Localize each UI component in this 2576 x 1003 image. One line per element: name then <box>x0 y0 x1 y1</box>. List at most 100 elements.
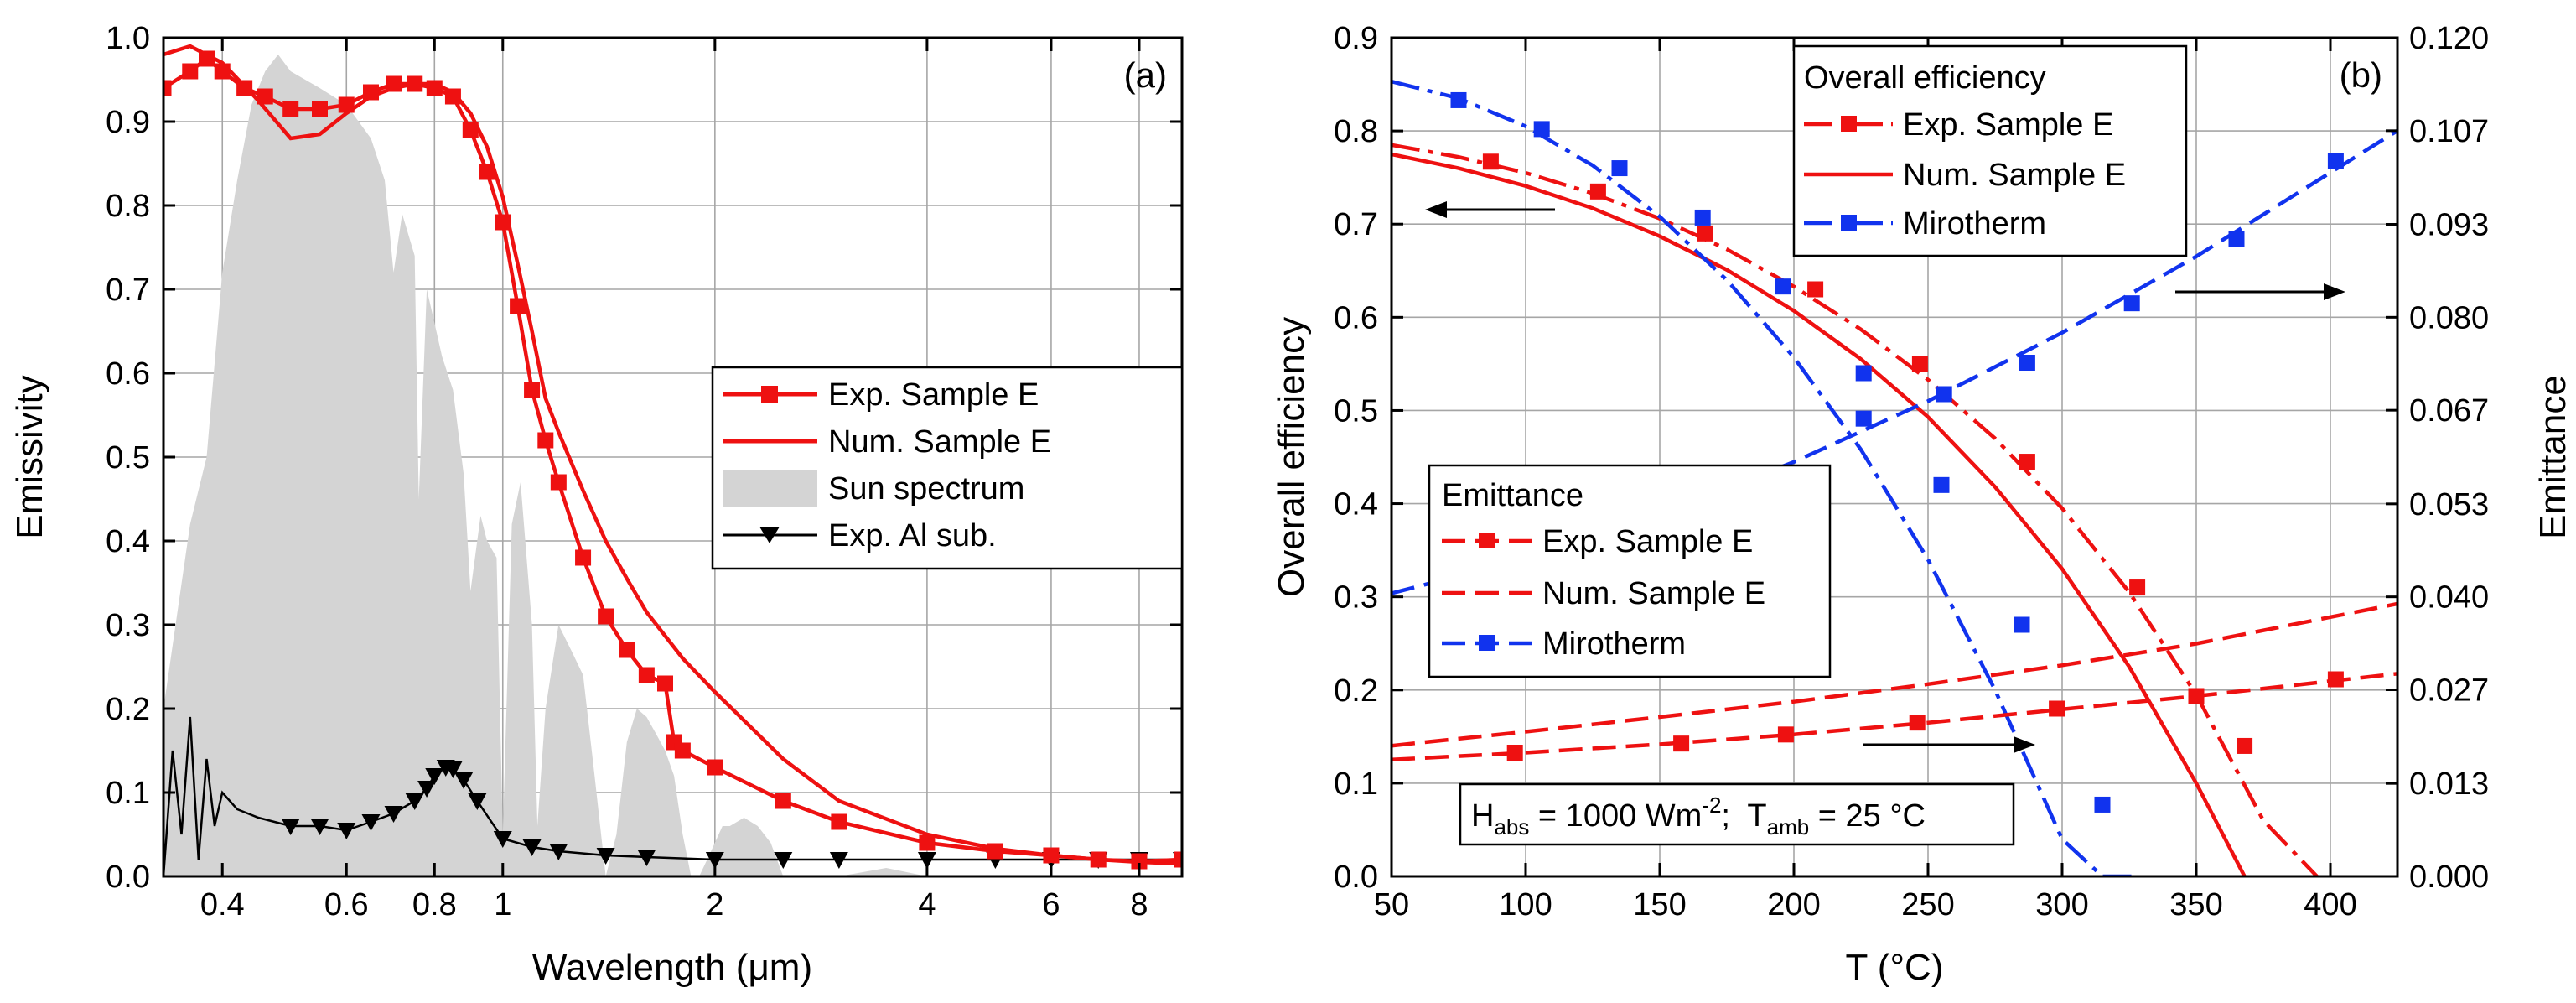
data-point-marker <box>282 101 299 117</box>
data-point-marker <box>443 761 463 778</box>
data-point-marker <box>1174 851 1182 868</box>
x-tick-label: 0.8 <box>412 887 457 922</box>
panel-b-ticks: 0.0 0.1 0.2 0.3 0.4 0.5 0.6 0.7 0.8 0.9 0.000 0.013… <box>1334 21 2489 922</box>
data-point-marker <box>2228 231 2245 247</box>
y-right-tick-label: 0.040 <box>2409 580 2489 616</box>
y-right-tick-label: 0.093 <box>2409 208 2489 243</box>
data-point-marker <box>362 84 379 101</box>
data-point-marker <box>386 75 402 92</box>
data-point-marker <box>1807 281 1824 298</box>
panel-b-label: (b) <box>2340 55 2382 95</box>
panel-b-plot-area <box>1392 80 2397 876</box>
panel-a-plot-area <box>163 44 1182 876</box>
legend-entry-mirotherm: Mirotherm <box>1442 626 1686 662</box>
legend-entry-exp-sample-e: Exp. Sample E <box>1442 524 1753 559</box>
data-point-marker <box>338 96 355 113</box>
y-tick-label: 0.7 <box>106 273 150 308</box>
panel-b-legend-emittance: Emittance Exp. Sample E Num. Sample E Mi… <box>1428 464 1832 678</box>
series-num-sample-e <box>163 44 1182 866</box>
x-tick-label: 0.6 <box>324 887 369 922</box>
data-point-marker <box>522 839 542 856</box>
data-point-marker <box>1482 153 1499 170</box>
panel-b-efficiency-chart: 0.0 0.1 0.2 0.3 0.4 0.5 0.6 0.7 0.8 0.9 0.000 0.013… <box>1271 21 2573 988</box>
data-point-marker <box>1775 278 1791 295</box>
y-tick-label: 0.7 <box>1334 207 1378 242</box>
data-point-marker <box>524 382 541 398</box>
x-tick-label: 300 <box>2035 887 2088 922</box>
y-tick-label: 0.0 <box>1334 860 1378 895</box>
data-point-marker <box>1911 356 1928 372</box>
panel-a-x-axis-title: Wavelength (μm) <box>532 947 812 988</box>
data-point-marker <box>1855 365 1872 382</box>
legend-label: Mirotherm <box>1542 626 1686 662</box>
data-point-marker <box>1131 853 1148 870</box>
data-point-marker <box>1450 91 1467 108</box>
data-point-marker <box>596 848 615 865</box>
legend-title: Emittance <box>1442 478 1583 513</box>
data-point-marker <box>454 772 474 789</box>
y-right-tick-label: 0.120 <box>2409 21 2489 56</box>
data-point-marker <box>638 667 655 683</box>
data-point-marker <box>537 432 554 449</box>
data-point-marker <box>1936 386 1952 403</box>
y-tick-label: 0.2 <box>1334 673 1378 709</box>
y-right-tick-label: 0.013 <box>2409 767 2489 802</box>
data-point-marker <box>1043 847 1060 864</box>
data-point-marker <box>1589 183 1606 200</box>
data-point-marker <box>337 823 356 839</box>
data-point-marker <box>707 759 723 776</box>
data-point-marker <box>444 88 461 105</box>
data-point-marker <box>510 298 526 314</box>
y-tick-label: 0.3 <box>106 608 150 643</box>
y-right-tick-label: 0.080 <box>2409 300 2489 335</box>
data-point-marker <box>462 122 479 138</box>
data-point-marker <box>2019 355 2035 371</box>
conditions-text: Habs = 1000 Wm-2; Tamb = 25 °C <box>1471 793 1926 839</box>
arrow-left-to-efficiency-axis <box>1425 201 1555 218</box>
data-point-marker <box>831 813 847 830</box>
data-point-marker <box>2094 796 2111 813</box>
y-tick-label: 1.0 <box>106 21 150 56</box>
legend-label: Num. Sample E <box>1542 576 1765 611</box>
series-overall-efficiency-mirotherm <box>1392 80 2135 876</box>
panel-b-y-axis-title: Overall efficiency <box>1271 317 1312 597</box>
legend-entry-exp-sample-e: Exp. Sample E <box>1804 107 2113 143</box>
data-point-marker <box>426 80 443 96</box>
y-tick-label: 0.4 <box>1334 487 1378 522</box>
x-tick-label: 50 <box>1374 887 1409 922</box>
data-point-marker <box>257 88 273 105</box>
data-point-marker <box>2019 454 2035 470</box>
data-point-marker <box>1777 726 1794 743</box>
legend-label: Num. Sample E <box>828 424 1051 460</box>
y-tick-label: 0.4 <box>106 524 150 559</box>
data-point-marker <box>2129 579 2146 596</box>
data-point-marker <box>917 852 936 869</box>
data-point-marker <box>1533 121 1550 138</box>
data-point-marker <box>705 852 724 869</box>
data-point-marker <box>1933 476 1950 493</box>
data-point-marker <box>1506 745 1523 761</box>
x-tick-label: 4 <box>918 887 936 922</box>
data-point-marker <box>2188 688 2205 704</box>
panel-b-y-right-axis-title: Emittance <box>2532 375 2573 539</box>
x-tick-label: 100 <box>1499 887 1552 922</box>
series-emittance-exp-sample-e <box>1392 672 2397 762</box>
y-tick-label: 0.9 <box>106 105 150 140</box>
legend-entry-mirotherm: Mirotherm <box>1804 206 2046 242</box>
x-tick-label: 200 <box>1767 887 1820 922</box>
data-point-marker <box>1909 715 1926 731</box>
data-point-marker <box>407 75 423 92</box>
series-sun-spectrum <box>163 55 927 876</box>
data-point-marker <box>405 793 424 810</box>
data-point-marker <box>2123 295 2140 312</box>
x-tick-label: 8 <box>1130 887 1148 922</box>
legend-entry-num-sample-e: Num. Sample E <box>723 424 1051 460</box>
data-point-marker <box>281 819 300 835</box>
data-point-marker <box>774 852 793 869</box>
y-tick-label: 0.1 <box>1334 767 1378 802</box>
legend-label: Exp. Sample E <box>1903 107 2113 143</box>
data-point-marker <box>575 549 592 566</box>
y-tick-label: 0.5 <box>106 440 150 476</box>
data-point-marker <box>214 63 231 80</box>
x-tick-label: 150 <box>1633 887 1686 922</box>
